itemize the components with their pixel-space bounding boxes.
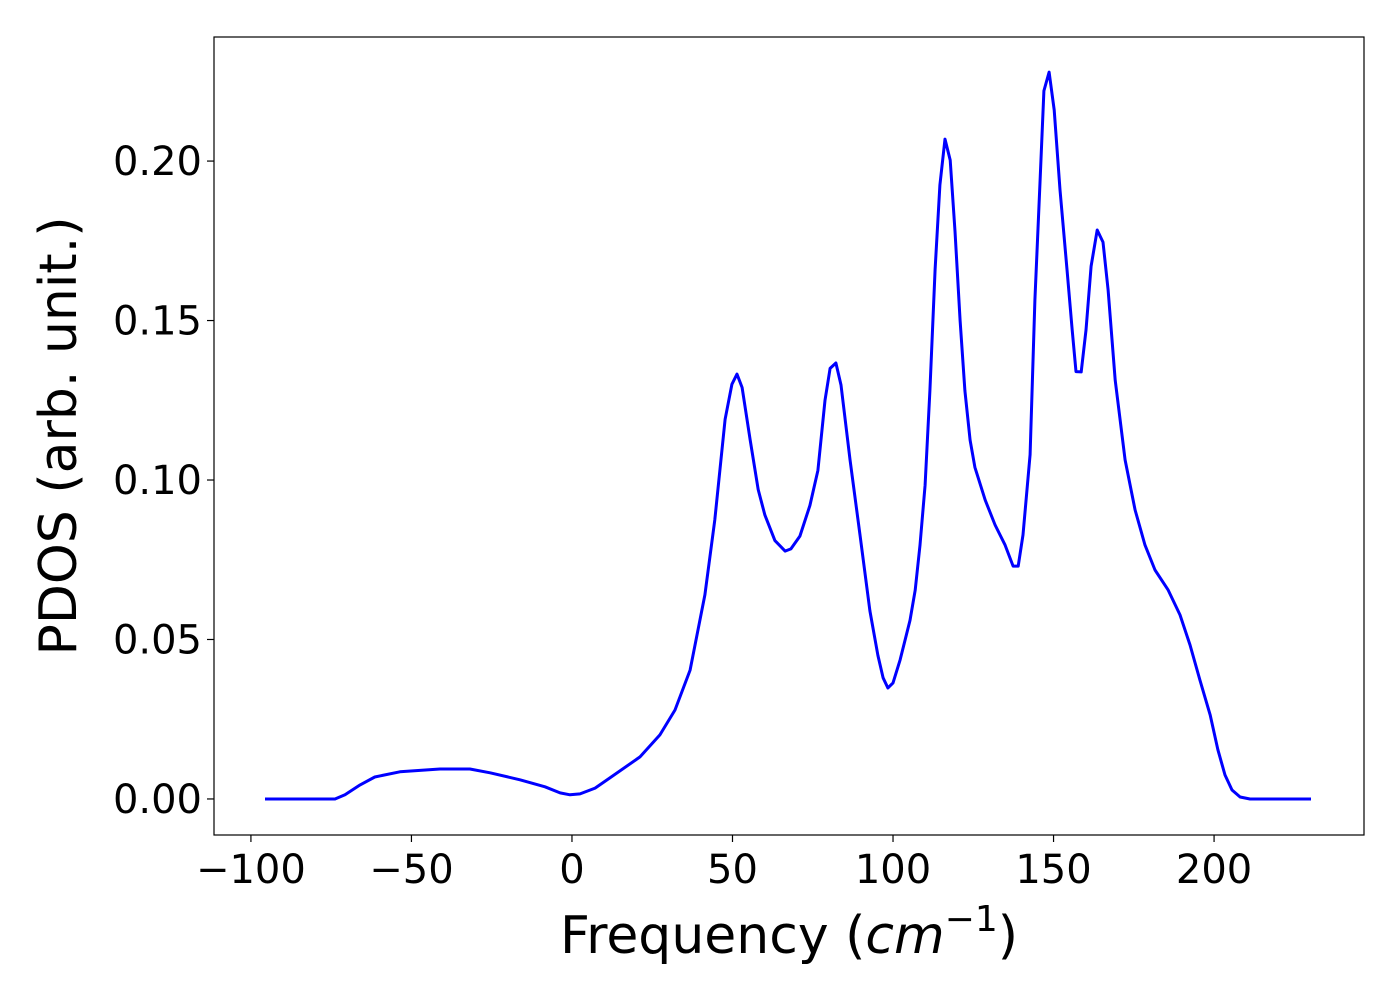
x-axis-label-prefix: Frequency (	[560, 906, 865, 966]
x-axis-ticks: −100 −50 0 50 100 150 200	[196, 835, 1252, 893]
x-axis-label: Frequency (cm−1)	[560, 899, 1018, 966]
x-axis-label-exponent: −1	[945, 899, 998, 940]
y-tick-label: 0.20	[113, 139, 202, 185]
x-axis-label-suffix: )	[998, 906, 1018, 966]
y-axis-ticks: 0.00 0.05 0.10 0.15 0.20	[113, 139, 214, 823]
pdos-series-line	[265, 70, 1311, 801]
plot-frame	[213, 36, 1365, 836]
y-tick-label: 0.10	[113, 458, 202, 504]
y-tick-label: 0.00	[113, 777, 202, 823]
x-tick-label: 0	[559, 847, 584, 893]
y-tick-label: 0.05	[113, 617, 202, 663]
x-tick-label: 100	[855, 847, 931, 893]
y-tick-label: 0.15	[113, 299, 202, 345]
x-tick-label: −50	[369, 847, 453, 893]
x-tick-label: −100	[196, 847, 306, 893]
y-axis-label: PDOS (arb. unit.)	[29, 216, 89, 655]
x-tick-label: 150	[1015, 847, 1091, 893]
x-tick-label: 50	[707, 847, 758, 893]
x-axis-label-unit: cm	[865, 906, 944, 966]
x-tick-label: 200	[1176, 847, 1252, 893]
